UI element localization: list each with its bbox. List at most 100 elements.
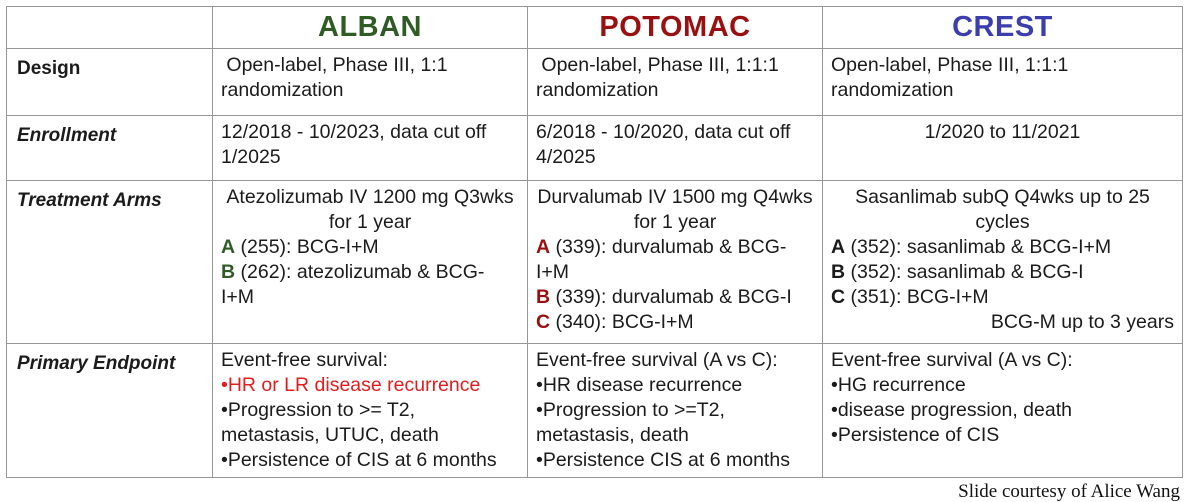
cell-treatment-arms-crest: Sasanlimab subQ Q4wks up to 25 cycles A (3… [822,180,1183,344]
cell-line: •HG recurrence [831,373,1174,398]
table-row-treatment-arms: Treatment Arms Atezolizumab IV 1200 mg Q3… [6,180,1183,344]
text-segment: •Progression to >=T2, [536,399,725,421]
cell-line: •HR disease recurrence [536,373,814,398]
text-segment: •disease progression, death [831,399,1072,421]
text-segment: A [221,236,236,258]
text-segment: randomization [221,79,344,101]
text-segment: randomization [536,79,659,101]
text-segment: (262): atezolizumab & BCG- [235,261,485,283]
trial-header-alban: ALBAN [212,6,528,49]
text-segment: •Persistence CIS at 6 months [536,449,790,471]
cell-line: 1/2020 to 11/2021 [831,120,1174,145]
text-segment: C [831,286,846,308]
text-segment: 6/2018 - 10/2020, data cut off [536,121,791,143]
cell-design-potomac: Open-label, Phase III, 1:1:1 randomizatio… [527,48,823,116]
trial-header-crest: CREST [822,6,1183,49]
cell-line: I+M [221,285,519,310]
text-segment: for 1 year [328,211,412,233]
text-segment: 12/2018 - 10/2023, data cut off [221,121,487,143]
cell-primary-endpoint-crest: Event-free survival (A vs C): •HG recurre… [822,343,1183,478]
text-segment: Durvalumab IV 1500 mg Q4wks [537,186,813,208]
cell-treatment-arms-alban: Atezolizumab IV 1200 mg Q3wks for 1 year A… [212,180,528,344]
text-segment: I+M [221,286,255,308]
text-segment: (352): sasanlimab & BCG-I+M [845,236,1112,258]
cell-line: C (351): BCG-I+M [831,285,1174,310]
row-label-enrollment: Enrollment [6,115,213,181]
text-segment: (352): sasanlimab & BCG-I [845,261,1084,283]
cell-line: •Persistence of CIS at 6 months [221,448,519,473]
cell-line: Event-free survival (A vs C): [536,348,814,373]
cell-line: B (262): atezolizumab & BCG- [221,260,519,285]
cell-line: randomization [221,78,519,103]
cell-line: C (340): BCG-I+M [536,310,814,335]
cell-line: B (339): durvalumab & BCG-I [536,285,814,310]
cell-line: metastasis, death [536,423,814,448]
cell-line: Event-free survival (A vs C): [831,348,1174,373]
text-segment: (255): BCG-I+M [235,236,379,258]
cell-primary-endpoint-alban: Event-free survival: •HR or LR disease re… [212,343,528,478]
cell-enrollment-alban: 12/2018 - 10/2023, data cut off 1/2025 [212,115,528,181]
corner-cell [6,6,213,49]
text-segment: for 1 year [633,211,717,233]
cell-line: •disease progression, death [831,398,1174,423]
cell-enrollment-potomac: 6/2018 - 10/2020, data cut off 4/2025 [527,115,823,181]
text-segment: B [831,261,846,283]
cell-line: Atezolizumab IV 1200 mg Q3wks [221,185,519,210]
text-segment: •HR disease recurrence [536,374,743,396]
trial-header-potomac: POTOMAC [527,6,823,49]
text-segment: Open-label, Phase III, 1:1:1 [831,54,1069,76]
cell-line: Sasanlimab subQ Q4wks up to 25 [831,185,1174,210]
text-segment: •Persistence of CIS [831,424,1000,446]
cell-line: A (255): BCG-I+M [221,235,519,260]
cell-line: •HR or LR disease recurrence [221,373,519,398]
text-segment: I+M [536,261,570,283]
cell-line: B (352): sasanlimab & BCG-I [831,260,1174,285]
cell-line: Open-label, Phase III, 1:1:1 [536,53,814,78]
text-segment: A [831,236,846,258]
cell-line: Event-free survival: [221,348,519,373]
text-segment: (339): durvalumab & BCG-I [550,286,792,308]
trial-comparison-table: ALBAN POTOMAC CREST Design Open-label, P… [6,6,1183,478]
row-label-design: Design [6,48,213,116]
cell-line: for 1 year [536,210,814,235]
cell-line: for 1 year [221,210,519,235]
cell-line: Durvalumab IV 1500 mg Q4wks [536,185,814,210]
cell-line: A (352): sasanlimab & BCG-I+M [831,235,1174,260]
text-segment: •Progression to >= T2, [221,399,415,421]
text-segment: •HG recurrence [831,374,966,396]
cell-line: •Progression to >= T2, [221,398,519,423]
cell-line: Open-label, Phase III, 1:1 [221,53,519,78]
cell-line: 6/2018 - 10/2020, data cut off [536,120,814,145]
cell-primary-endpoint-potomac: Event-free survival (A vs C): •HR disease… [527,343,823,478]
text-segment: Event-free survival (A vs C): [831,349,1073,371]
text-segment: (340): BCG-I+M [550,311,694,333]
slide: ALBAN POTOMAC CREST Design Open-label, P… [6,6,1183,502]
cell-line: A (339): durvalumab & BCG- [536,235,814,260]
text-segment: A [536,236,551,258]
cell-line: 4/2025 [536,145,814,170]
cell-line: cycles [831,210,1174,235]
text-segment: (339): durvalumab & BCG- [550,236,787,258]
cell-line: 1/2025 [221,145,519,170]
table-row-enrollment: Enrollment 12/2018 - 10/2023, data cut of… [6,115,1183,181]
text-segment: 1/2025 [221,146,281,168]
text-segment: (351): BCG-I+M [845,286,989,308]
row-label-treatment-arms: Treatment Arms [6,180,213,344]
cell-line: BCG-M up to 3 years [831,310,1174,335]
cell-line: •Persistence CIS at 6 months [536,448,814,473]
text-segment: •HR or LR disease recurrence [221,374,481,396]
header-row: ALBAN POTOMAC CREST [6,6,1183,49]
cell-design-alban: Open-label, Phase III, 1:1 randomization [212,48,528,116]
text-segment: C [536,311,551,333]
text-segment: B [221,261,236,283]
text-segment: metastasis, UTUC, death [221,424,439,446]
text-segment: Atezolizumab IV 1200 mg Q3wks [226,186,514,208]
table-row-design: Design Open-label, Phase III, 1:1 randomi… [6,48,1183,116]
text-segment: cycles [975,211,1030,233]
cell-line: •Progression to >=T2, [536,398,814,423]
text-segment: 1/2020 to 11/2021 [924,121,1081,143]
cell-line: Open-label, Phase III, 1:1:1 [831,53,1174,78]
row-label-primary-endpoint: Primary Endpoint [6,343,213,478]
text-segment: Event-free survival: [221,349,388,371]
cell-line: metastasis, UTUC, death [221,423,519,448]
